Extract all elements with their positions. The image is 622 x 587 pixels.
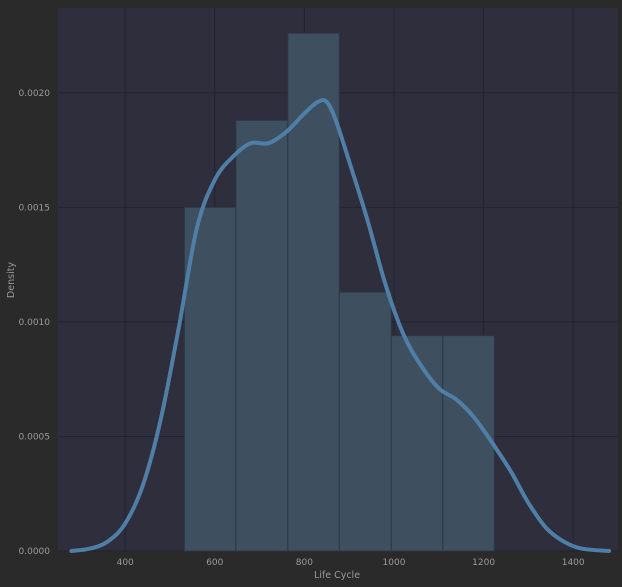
y-tick-label: 0.0015	[19, 203, 51, 213]
y-tick-label: 0.0005	[19, 432, 51, 442]
histogram-bar	[235, 119, 289, 552]
histogram-bars	[183, 32, 495, 552]
histogram-bar	[183, 206, 237, 552]
x-tick-label: 600	[206, 558, 223, 568]
kde-density-line	[69, 98, 611, 553]
x-tick-labels: 400 600 800 1000 1200 1400	[117, 558, 585, 568]
y-tick-label: 0.0000	[19, 547, 51, 557]
y-tick-labels: 0.0000 0.0005 0.0010 0.0015 0.0020	[19, 89, 51, 557]
y-tick-label: 0.0010	[19, 318, 51, 328]
y-axis-label: Density	[6, 262, 17, 298]
x-tick-label: 800	[296, 558, 313, 568]
x-tick-label: 1400	[562, 558, 585, 568]
histogram-bar	[338, 291, 392, 552]
x-tick-label: 400	[117, 558, 134, 568]
y-tick-label: 0.0020	[19, 89, 51, 99]
histogram-bar	[442, 335, 495, 552]
x-tick-label: 1200	[472, 558, 495, 568]
x-axis-label: Life Cycle	[314, 570, 360, 581]
x-tick-label: 1000	[383, 558, 406, 568]
histogram-bar	[390, 335, 444, 552]
